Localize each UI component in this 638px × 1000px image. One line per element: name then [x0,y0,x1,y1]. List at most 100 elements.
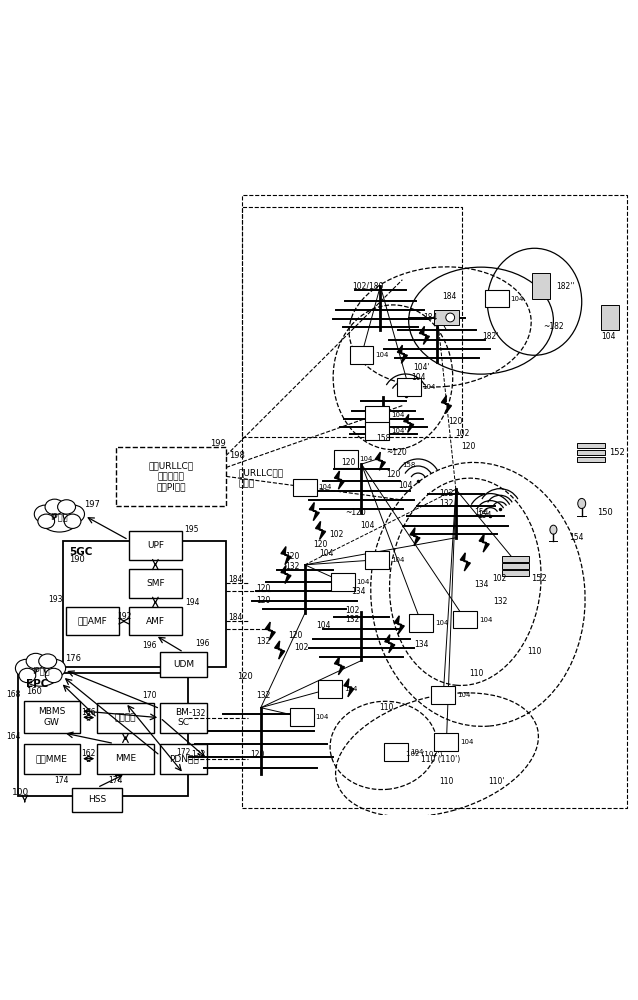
Bar [97,703,154,733]
Text: SMF: SMF [146,579,165,588]
Ellipse shape [64,514,81,528]
Text: 154: 154 [474,508,488,517]
Bar [116,447,226,506]
Polygon shape [265,622,275,640]
Text: 服务网关: 服务网关 [115,713,137,722]
Ellipse shape [45,668,62,683]
Bar [485,290,508,307]
Text: 120: 120 [250,750,265,759]
Text: 110: 110 [528,647,542,656]
Text: 120: 120 [313,540,328,549]
Bar [66,607,119,635]
Bar [532,273,549,299]
Bar [19,673,188,796]
Text: 120: 120 [386,470,400,479]
Text: 其它AMF: 其它AMF [78,617,107,626]
Text: 196: 196 [142,641,157,650]
Text: 199: 199 [211,439,226,448]
Ellipse shape [57,500,75,514]
Text: EPC: EPC [26,679,48,689]
Bar [397,378,420,396]
Bar [334,450,358,468]
Text: 134: 134 [474,580,488,589]
Text: UDM: UDM [173,660,194,669]
Polygon shape [281,547,291,565]
Bar [577,450,605,455]
Polygon shape [274,641,285,659]
Text: PDN网关: PDN网关 [169,754,198,763]
Text: 172: 172 [177,748,191,757]
Bar [431,686,456,704]
Bar [577,457,605,462]
Polygon shape [385,635,395,653]
Ellipse shape [34,505,56,523]
Text: 104': 104' [391,428,406,434]
Text: 104: 104 [510,296,524,302]
Text: MME: MME [115,754,136,763]
Bar [410,614,433,632]
Text: 166: 166 [82,708,96,717]
Ellipse shape [22,660,59,686]
Bar [24,744,80,774]
Text: 104: 104 [479,617,493,623]
Text: 190: 190 [69,555,85,564]
Polygon shape [281,565,291,584]
Ellipse shape [550,525,557,534]
Text: 120: 120 [256,596,271,605]
Text: IP服务: IP服务 [32,666,49,675]
Text: 110: 110 [380,703,394,712]
Bar [290,708,314,726]
Polygon shape [479,534,489,552]
Text: 164: 164 [6,732,20,741]
Bar [72,788,122,812]
Text: 104: 104 [411,373,426,382]
Bar [63,541,226,667]
Text: 184: 184 [228,575,242,584]
Text: 154: 154 [569,533,584,542]
Bar [160,652,207,677]
Text: 120: 120 [449,417,463,426]
Text: 184: 184 [424,313,438,322]
Bar [24,701,80,733]
Text: 132: 132 [256,691,271,700]
Polygon shape [460,553,470,571]
Text: 132: 132 [345,615,359,624]
Text: BM-
SC: BM- SC [175,708,192,727]
Text: ~120: ~120 [386,448,406,457]
Text: MBMS
GW: MBMS GW [38,707,66,727]
Text: 174: 174 [54,776,69,785]
Polygon shape [404,414,413,433]
Text: 5GC: 5GC [69,547,93,557]
Text: 其它MME: 其它MME [36,754,68,763]
Text: 100: 100 [12,788,29,797]
Bar [454,611,477,628]
Text: 110 (110'): 110 (110') [420,755,460,764]
Text: 110: 110 [439,777,454,786]
Text: 104: 104 [316,714,329,720]
Polygon shape [375,452,385,470]
Text: 104: 104 [316,621,331,630]
Bar [318,680,342,698]
Text: 132: 132 [493,597,507,606]
Bar [330,573,355,591]
Text: 193: 193 [48,595,63,604]
Text: 102/180: 102/180 [352,282,383,291]
Text: 104: 104 [318,484,332,490]
Text: 104: 104 [375,352,389,358]
Text: 110: 110 [470,669,484,678]
Bar [129,531,182,560]
Ellipse shape [45,499,64,515]
Text: 104: 104 [422,384,436,390]
Text: 152: 152 [531,574,547,583]
Ellipse shape [19,668,36,683]
Bar [434,310,459,325]
Bar [577,443,605,448]
Text: UPF: UPF [147,541,164,550]
Bar [384,743,408,761]
Ellipse shape [446,313,455,322]
Text: 160: 160 [26,687,42,696]
Text: ~120: ~120 [345,508,366,517]
Ellipse shape [578,498,586,509]
Polygon shape [394,616,404,634]
Ellipse shape [40,506,78,532]
